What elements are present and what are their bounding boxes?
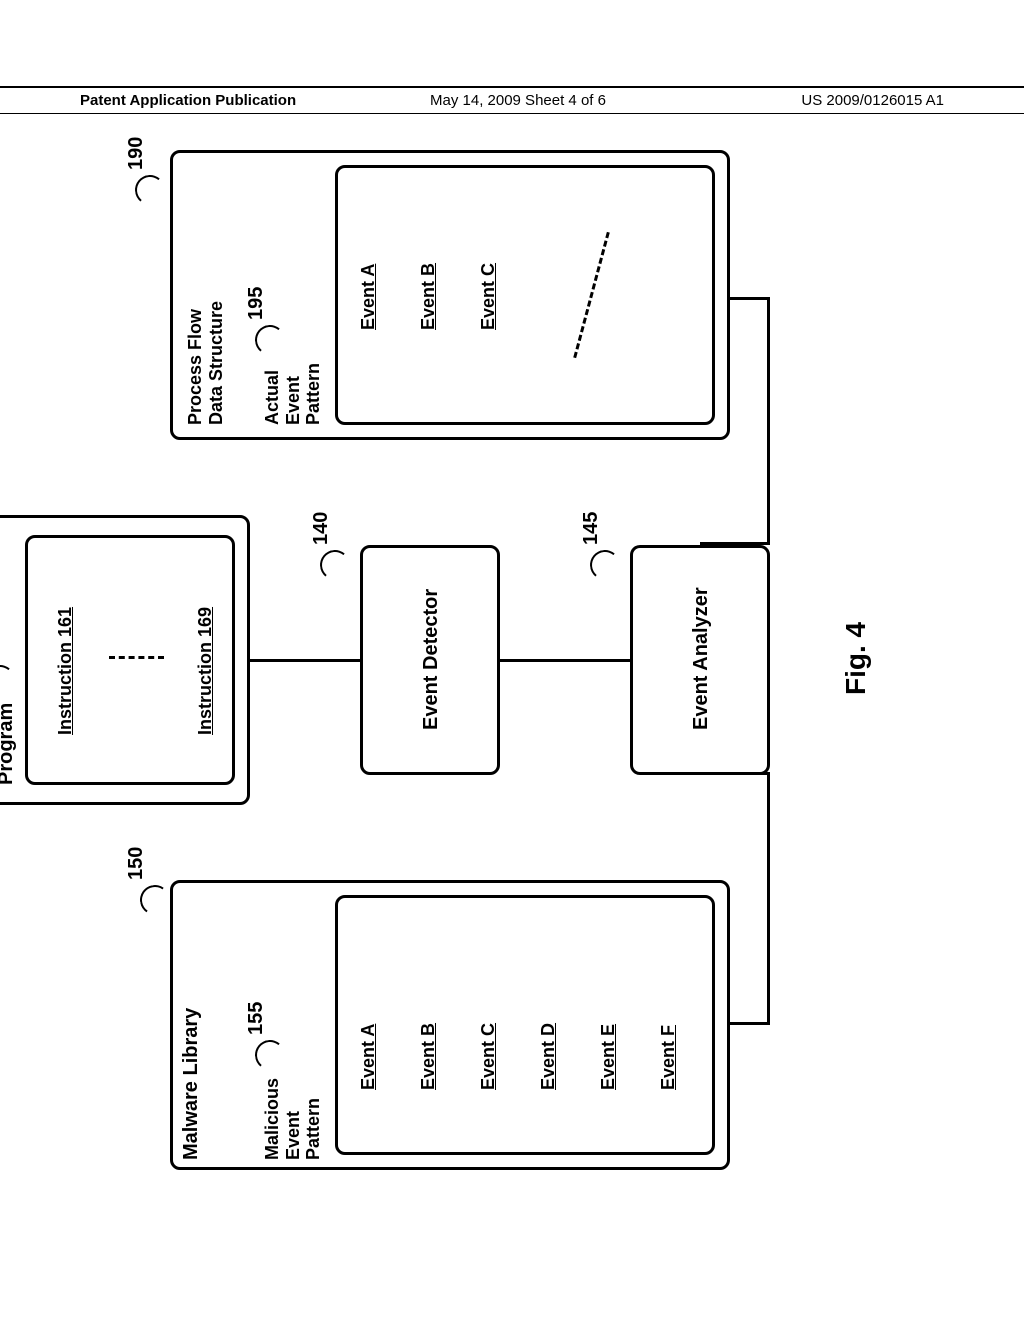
event-analyzer-leader — [589, 549, 622, 582]
process-flow-label: Process FlowData Structure — [185, 301, 226, 425]
conn-pf-down — [730, 297, 770, 300]
pf-event-a: Event A — [358, 264, 379, 330]
header-right: US 2009/0126015 A1 — [801, 92, 944, 109]
pf-event-b: Event B — [418, 263, 439, 330]
ml-event-e: Event E — [598, 1024, 619, 1090]
conn-ml-down — [730, 1022, 770, 1025]
actual-pattern-label: ActualEventPattern — [262, 363, 324, 425]
event-detector-ref: 140 — [310, 512, 333, 545]
ml-event-c: Event C — [478, 1023, 499, 1090]
malware-library-leader — [138, 883, 173, 918]
diagram-canvas: Malware Library 150 MaliciousEventPatter… — [50, 300, 970, 1020]
instruction-161: Instruction 161 — [55, 607, 76, 735]
ml-event-a: Event A — [358, 1024, 379, 1090]
figure-caption: Fig. 4 — [840, 622, 872, 695]
conn-pf-to-analyzer — [700, 542, 770, 545]
pf-event-c: Event C — [478, 263, 499, 330]
actual-pattern-ref: 195 — [245, 287, 268, 320]
program-label: Program — [0, 703, 18, 785]
ml-event-f: Event F — [658, 1025, 679, 1090]
ml-event-d: Event D — [538, 1023, 559, 1090]
malicious-pattern-ref: 155 — [245, 1002, 268, 1035]
program-dash — [109, 656, 164, 659]
process-flow-leader — [134, 174, 167, 207]
event-detector-label: Event Detector — [420, 589, 443, 730]
malware-library-ref: 150 — [125, 847, 148, 880]
page-header: Patent Application Publication May 14, 2… — [0, 86, 1024, 114]
event-detector-leader — [319, 549, 352, 582]
conn-detector-analyzer — [500, 659, 630, 662]
program-ref: 160 — [0, 629, 1, 662]
process-flow-ref: 190 — [125, 137, 148, 170]
malicious-pattern-label: MaliciousEventPattern — [262, 1078, 324, 1160]
conn-ml-to-analyzer — [700, 772, 770, 775]
conn-pf-left — [767, 297, 770, 545]
conn-emu-detector — [250, 659, 360, 662]
malware-library-label: Malware Library — [180, 1008, 203, 1160]
event-analyzer-label: Event Analyzer — [690, 587, 713, 730]
actual-pattern-box — [335, 165, 715, 425]
instruction-169: Instruction 169 — [195, 607, 216, 735]
header-left: Patent Application Publication — [80, 92, 296, 109]
header-mid: May 14, 2009 Sheet 4 of 6 — [430, 92, 606, 109]
event-analyzer-ref: 145 — [580, 512, 603, 545]
conn-ml-right — [767, 775, 770, 1025]
ml-event-b: Event B — [418, 1023, 439, 1090]
